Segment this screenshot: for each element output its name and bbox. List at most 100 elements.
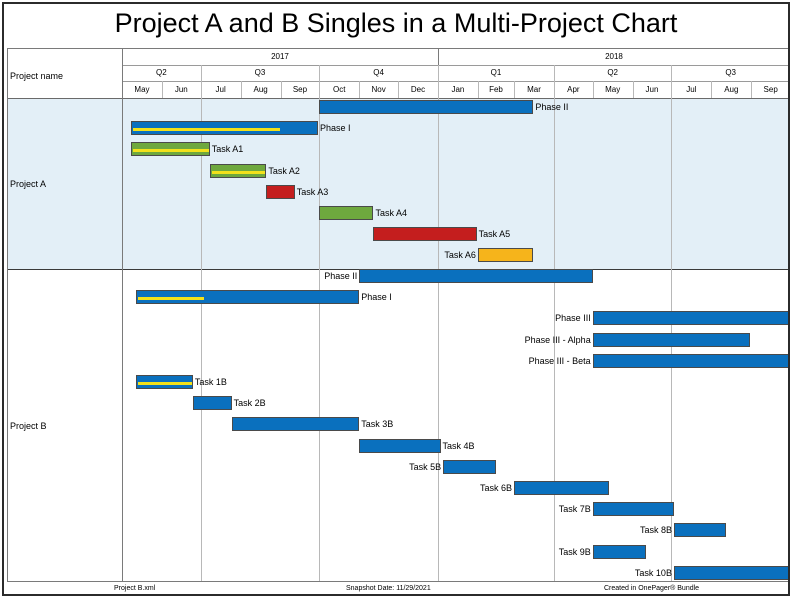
month-label: May (134, 85, 150, 94)
bar-label: Task 3B (361, 419, 394, 430)
chart-title: Project A and B Singles in a Multi-Proje… (114, 8, 678, 38)
bar-label: Phase I (320, 123, 351, 134)
gantt-bar[interactable] (592, 544, 646, 559)
month-divider (592, 81, 594, 98)
bar-label: Task 5B (409, 461, 442, 472)
month-divider (671, 81, 673, 98)
progress-indicator (133, 128, 281, 132)
label-column-divider (122, 49, 123, 581)
bar-label: Task A5 (478, 229, 511, 240)
gantt-bar[interactable] (443, 459, 496, 474)
month-divider (554, 81, 555, 98)
bar-label: Task 1B (194, 377, 227, 387)
gantt-bar[interactable] (373, 227, 477, 242)
bar-label: Task 2B (233, 398, 266, 409)
bar-label: Task 4B (442, 440, 475, 451)
bar-label: Task 7B (558, 504, 591, 515)
gantt-bar[interactable] (136, 290, 360, 305)
gantt-bar[interactable] (319, 100, 534, 114)
gantt-bar[interactable] (592, 502, 674, 517)
gantt-bar[interactable] (673, 523, 726, 538)
gantt-bar[interactable] (592, 332, 751, 347)
progress-indicator (138, 297, 205, 301)
month-divider (319, 81, 321, 98)
gantt-bar[interactable] (209, 163, 267, 178)
bar-label: Task 6B (480, 483, 513, 493)
gantt-bar[interactable] (136, 375, 193, 389)
month-label: Nov (371, 85, 386, 94)
month-label: May (605, 85, 621, 94)
gantt-bar[interactable] (592, 311, 788, 326)
gantt-bar[interactable] (266, 184, 295, 199)
month-label: Oct (333, 85, 346, 94)
bar-label: Task A3 (296, 186, 329, 197)
quarter-label: Q3 (725, 68, 737, 77)
gantt-bar[interactable] (477, 248, 534, 263)
gantt-bar[interactable] (359, 438, 441, 453)
month-label: Jul (215, 85, 226, 94)
month-label: Feb (489, 85, 503, 94)
month-divider (161, 81, 163, 98)
progress-indicator (211, 170, 266, 174)
bar-label: Phase III - Alpha (524, 334, 591, 345)
footer-snapshot-date: Snapshot Date: 11/29/2021 (346, 585, 431, 592)
quarter-label: Q2 (155, 68, 167, 77)
project-name-header: Project name (10, 71, 64, 81)
gantt-chart: Project name 2017 2018 Q2 Q3 Q4 Q1 Q2 Q3 May Jun J… (7, 48, 788, 582)
bar-label: Task 9B (558, 546, 591, 557)
gantt-bar[interactable] (131, 121, 318, 136)
month-divider (280, 81, 282, 98)
bar-label: Task 10B (634, 567, 672, 578)
month-divider (632, 81, 634, 98)
month-label: Dec (410, 85, 426, 94)
month-divider (711, 81, 713, 98)
gantt-bar[interactable] (359, 269, 593, 283)
month-divider (359, 81, 361, 98)
progress-indicator (133, 149, 209, 153)
month-divider (200, 81, 202, 98)
month-label: Jan (451, 85, 465, 94)
quarter-gridline (437, 65, 439, 581)
year-divider (437, 49, 439, 65)
quarter-label: Q2 (607, 68, 619, 77)
bar-label: Phase III (555, 313, 591, 324)
month-divider (751, 81, 753, 98)
month-divider (240, 81, 242, 98)
quarter-gridline (319, 65, 321, 581)
gantt-bar[interactable] (319, 206, 374, 220)
header-rule-years (122, 65, 788, 66)
bar-label: Phase II (324, 271, 358, 281)
bar-label: Phase III - Beta (528, 355, 591, 366)
header-bottom-rule (8, 98, 788, 99)
month-label: Jul (686, 85, 697, 94)
month-label: Aug (253, 85, 268, 94)
footer-created-in: Created in OnePager® Bundle (604, 585, 700, 592)
gantt-bar[interactable] (592, 353, 788, 368)
gantt-bar[interactable] (131, 142, 210, 157)
quarter-gridline (554, 65, 555, 581)
quarter-label: Q1 (490, 68, 502, 77)
month-label: Sep (763, 85, 778, 94)
gantt-bar[interactable] (673, 565, 788, 580)
quarter-label: Q4 (373, 68, 384, 77)
quarter-gridline (200, 65, 202, 581)
month-label: Mar (527, 85, 541, 94)
bar-label: Phase I (361, 292, 392, 303)
month-label: Jun (174, 85, 188, 94)
gantt-bar[interactable] (231, 417, 360, 432)
quarter-label: Q3 (254, 68, 266, 77)
year-label: 2017 (271, 52, 289, 61)
month-label: Jun (645, 85, 659, 94)
gantt-bar[interactable] (192, 396, 232, 411)
year-label: 2018 (605, 52, 623, 61)
bar-label: Task A2 (268, 165, 300, 176)
footer-file: Project B.xml (114, 585, 156, 592)
month-divider (397, 81, 399, 98)
header-rule-quarters (122, 81, 788, 82)
bar-label: Task A1 (211, 144, 244, 155)
month-label: Sep (292, 85, 308, 94)
gantt-bar[interactable] (514, 481, 610, 495)
group-label: Project A (10, 179, 47, 189)
bar-label: Phase II (535, 102, 569, 112)
